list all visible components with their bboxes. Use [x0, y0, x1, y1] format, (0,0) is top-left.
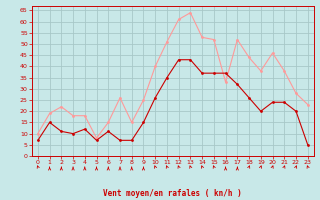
- Text: Vent moyen/en rafales ( kn/h ): Vent moyen/en rafales ( kn/h ): [103, 189, 242, 198]
